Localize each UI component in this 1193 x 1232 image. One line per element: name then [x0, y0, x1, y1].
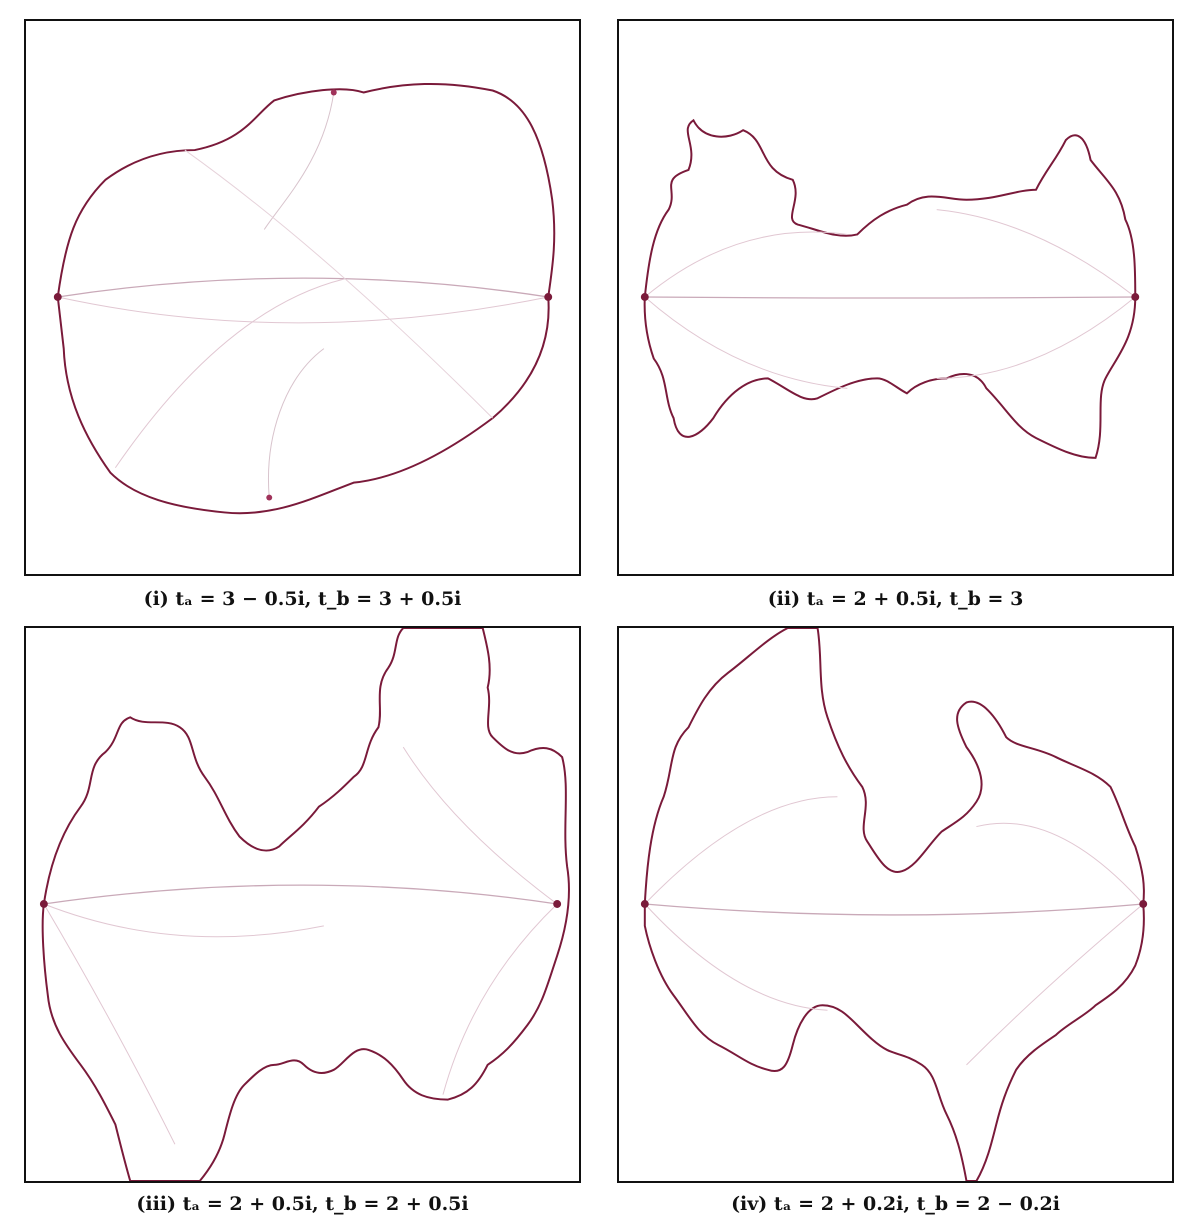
chord-arc-iv-2 [976, 822, 1144, 905]
chord-main-iii [43, 884, 558, 905]
limit-set-boundary-iv [643, 628, 1145, 1181]
chord-arc-ii-3 [644, 296, 848, 389]
limit-set-figure-iii [39, 628, 571, 1181]
chord-arc-iii-2 [402, 746, 558, 905]
cusp-point-i-bottom [266, 494, 273, 501]
chord-main-i [57, 277, 549, 298]
caption-iii: (iii) tₐ = 2 + 0.5i, t_b = 2 + 0.5i [136, 1193, 469, 1215]
chord-arc-i-1 [57, 296, 549, 324]
cusp-point-iv-right [1139, 900, 1148, 908]
chord-arc-i-5 [184, 149, 493, 419]
chord-main-ii [644, 296, 1136, 299]
cusp-point-i-left [53, 293, 62, 301]
limit-set-panel-iii [24, 626, 581, 1183]
cusp-point-iv-left [640, 900, 649, 908]
limit-set-panel-i [24, 19, 581, 576]
chord-arc-i-3 [268, 348, 325, 498]
limit-set-boundary-iii [41, 628, 571, 1181]
chord-arc-iii-1 [43, 903, 324, 938]
chord-arc-iv-4 [966, 903, 1144, 1066]
cusp-point-iii-left [39, 900, 48, 908]
limit-set-boundary-i [56, 83, 556, 515]
cusp-point-ii-left [640, 293, 649, 301]
limit-set-panel-iv [617, 626, 1174, 1183]
chord-arc-iii-4 [43, 903, 176, 1145]
cusp-point-ii-right [1131, 293, 1140, 301]
caption-ii: (ii) tₐ = 2 + 0.5i, t_b = 3 [767, 588, 1024, 610]
limit-set-figure-ii [640, 118, 1140, 459]
chord-arc-iii-3 [442, 903, 558, 1095]
caption-iv: (iv) tₐ = 2 + 0.2i, t_b = 2 − 0.2i [731, 1193, 1060, 1215]
chord-arc-iv-1 [644, 796, 838, 905]
chord-arc-ii-1 [644, 231, 848, 298]
chord-arc-ii-4 [936, 296, 1136, 379]
chord-arc-i-4 [114, 278, 344, 469]
chord-main-iv [644, 903, 1144, 916]
caption-i: (i) tₐ = 3 − 0.5i, t_b = 3 + 0.5i [143, 588, 462, 610]
cusp-point-iii-right [553, 900, 562, 908]
limit-set-figure-i [53, 83, 556, 515]
chord-arc-ii-2 [936, 209, 1136, 298]
limit-set-boundary-ii [643, 118, 1137, 459]
chord-arc-iv-3 [644, 903, 828, 1011]
limit-set-panel-ii [617, 19, 1174, 576]
chord-arc-i-2 [263, 92, 335, 230]
cusp-point-i-top [330, 89, 337, 96]
cusp-point-i-right [544, 293, 553, 301]
limit-set-figure-iv [640, 628, 1148, 1181]
